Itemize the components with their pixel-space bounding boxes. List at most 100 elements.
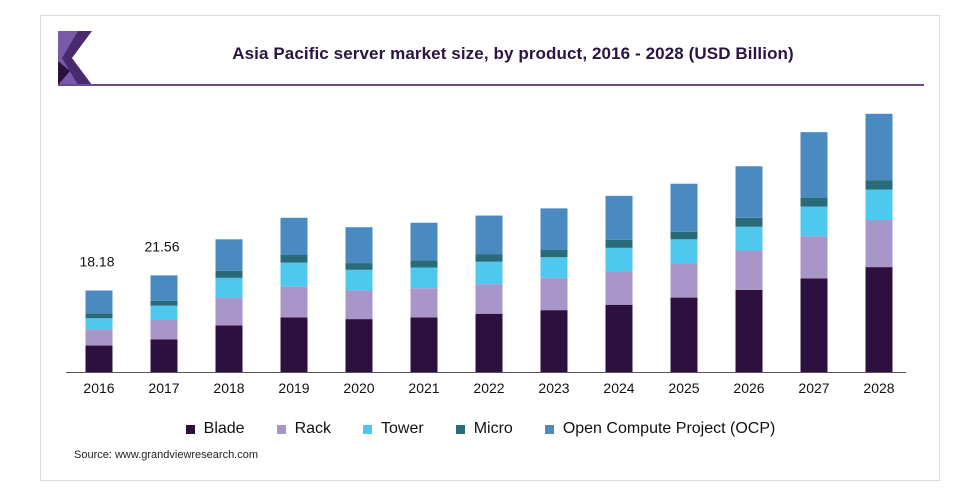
legend-swatch-blade xyxy=(185,424,195,434)
x-tick-label-2016: 2016 xyxy=(83,380,114,396)
bar-2024-blade xyxy=(605,304,633,372)
x-tick-label-2018: 2018 xyxy=(213,380,244,396)
bar-2024-rack xyxy=(605,271,633,305)
bar-2020-tower xyxy=(345,269,373,291)
legend-label-tower: Tower xyxy=(381,420,424,437)
bar-2021-blade xyxy=(410,317,438,372)
legend-swatch-micro xyxy=(455,424,465,434)
title-divider xyxy=(58,84,924,86)
bar-2022-blade xyxy=(475,313,503,372)
legend-swatch-ocp xyxy=(544,424,554,434)
bar-2026-rack xyxy=(735,250,763,290)
bar-2027-blade xyxy=(800,278,828,372)
bar-2023-open-compute-project-ocp xyxy=(540,208,568,250)
bar-2018-rack xyxy=(215,297,243,326)
bar-2017-blade xyxy=(150,339,178,372)
bar-2017-micro xyxy=(150,300,178,306)
data-label-2016: 18.18 xyxy=(79,254,114,270)
brand-logo-icon xyxy=(58,31,92,85)
bar-2020-open-compute-project-ocp xyxy=(345,227,373,264)
legend-item-tower: Tower xyxy=(363,420,424,438)
bar-2026-tower xyxy=(735,226,763,251)
legend-label-blade: Blade xyxy=(203,420,245,437)
x-tick-label-2026: 2026 xyxy=(733,380,764,396)
bar-2028-blade xyxy=(865,267,893,372)
bar-2023-micro xyxy=(540,249,568,258)
bar-2018-open-compute-project-ocp xyxy=(215,239,243,271)
legend-item-micro: Micro xyxy=(455,420,513,438)
bar-2028-micro xyxy=(865,180,893,190)
legend-swatch-tower xyxy=(363,424,373,434)
bar-2021-rack xyxy=(410,288,438,318)
bar-2016-micro xyxy=(85,313,113,319)
bar-2016-rack xyxy=(85,329,113,346)
bar-2027-open-compute-project-ocp xyxy=(800,132,828,198)
legend-item-blade: Blade xyxy=(185,420,245,438)
bar-2024-tower xyxy=(605,247,633,272)
legend-item-ocp: Open Compute Project (OCP) xyxy=(544,420,776,438)
bar-2019-open-compute-project-ocp xyxy=(280,217,308,255)
legend-item-rack: Rack xyxy=(276,420,332,438)
legend-swatch-rack xyxy=(276,424,286,434)
source-note: Source: www.grandviewresearch.com xyxy=(74,449,259,461)
bar-2025-tower xyxy=(670,239,698,264)
bar-2021-open-compute-project-ocp xyxy=(410,222,438,261)
x-tick-label-2021: 2021 xyxy=(408,380,439,396)
x-tick-label-2019: 2019 xyxy=(278,380,309,396)
bar-2026-open-compute-project-ocp xyxy=(735,166,763,218)
bar-2025-micro xyxy=(670,231,698,240)
bar-2019-rack xyxy=(280,286,308,318)
bar-2022-micro xyxy=(475,254,503,262)
bar-2024-open-compute-project-ocp xyxy=(605,195,633,240)
bar-2022-rack xyxy=(475,284,503,314)
bar-2017-open-compute-project-ocp xyxy=(150,275,178,301)
chart-title: Asia Pacific server market size, by prod… xyxy=(232,44,794,63)
legend-label-rack: Rack xyxy=(294,420,332,437)
bar-2016-tower xyxy=(85,318,113,330)
bar-2023-rack xyxy=(540,277,568,311)
bar-2017-rack xyxy=(150,320,178,340)
bar-2028-rack xyxy=(865,220,893,268)
x-tick-label-2020: 2020 xyxy=(343,380,374,396)
data-label-2017: 21.56 xyxy=(144,238,179,254)
bar-2028-open-compute-project-ocp xyxy=(865,113,893,181)
bar-2018-tower xyxy=(215,277,243,298)
x-tick-label-2023: 2023 xyxy=(538,380,569,396)
bar-2020-blade xyxy=(345,319,373,372)
x-tick-label-2017: 2017 xyxy=(148,380,179,396)
x-tick-label-2024: 2024 xyxy=(603,380,634,396)
legend-label-micro: Micro xyxy=(473,420,513,437)
bar-2018-micro xyxy=(215,270,243,278)
bar-2026-micro xyxy=(735,217,763,227)
bar-2027-micro xyxy=(800,197,828,207)
bar-2018-blade xyxy=(215,325,243,372)
bar-2027-tower xyxy=(800,206,828,237)
chart-legend: Blade Rack Tower Micro Open Compute Proj… xyxy=(0,420,961,438)
bar-2023-tower xyxy=(540,257,568,278)
bar-2022-tower xyxy=(475,261,503,285)
bar-2020-micro xyxy=(345,263,373,270)
bar-2028-tower xyxy=(865,189,893,221)
bar-2016-open-compute-project-ocp xyxy=(85,290,113,314)
bar-2020-rack xyxy=(345,290,373,320)
bar-2023-blade xyxy=(540,310,568,372)
bar-2021-micro xyxy=(410,260,438,268)
legend-label-ocp: Open Compute Project (OCP) xyxy=(562,420,776,437)
bar-2025-open-compute-project-ocp xyxy=(670,183,698,232)
bar-2016-blade xyxy=(85,345,113,372)
x-tick-label-2025: 2025 xyxy=(668,380,699,396)
bar-2025-rack xyxy=(670,263,698,298)
bar-2019-tower xyxy=(280,262,308,287)
x-tick-label-2022: 2022 xyxy=(473,380,504,396)
bar-2027-rack xyxy=(800,236,828,279)
bar-2022-open-compute-project-ocp xyxy=(475,215,503,255)
x-tick-label-2028: 2028 xyxy=(863,380,894,396)
bar-2025-blade xyxy=(670,297,698,372)
x-tick-label-2027: 2027 xyxy=(798,380,829,396)
bar-2019-blade xyxy=(280,317,308,372)
bar-2021-tower xyxy=(410,267,438,289)
bar-2019-micro xyxy=(280,255,308,263)
bar-2024-micro xyxy=(605,239,633,248)
bar-2026-blade xyxy=(735,289,763,372)
